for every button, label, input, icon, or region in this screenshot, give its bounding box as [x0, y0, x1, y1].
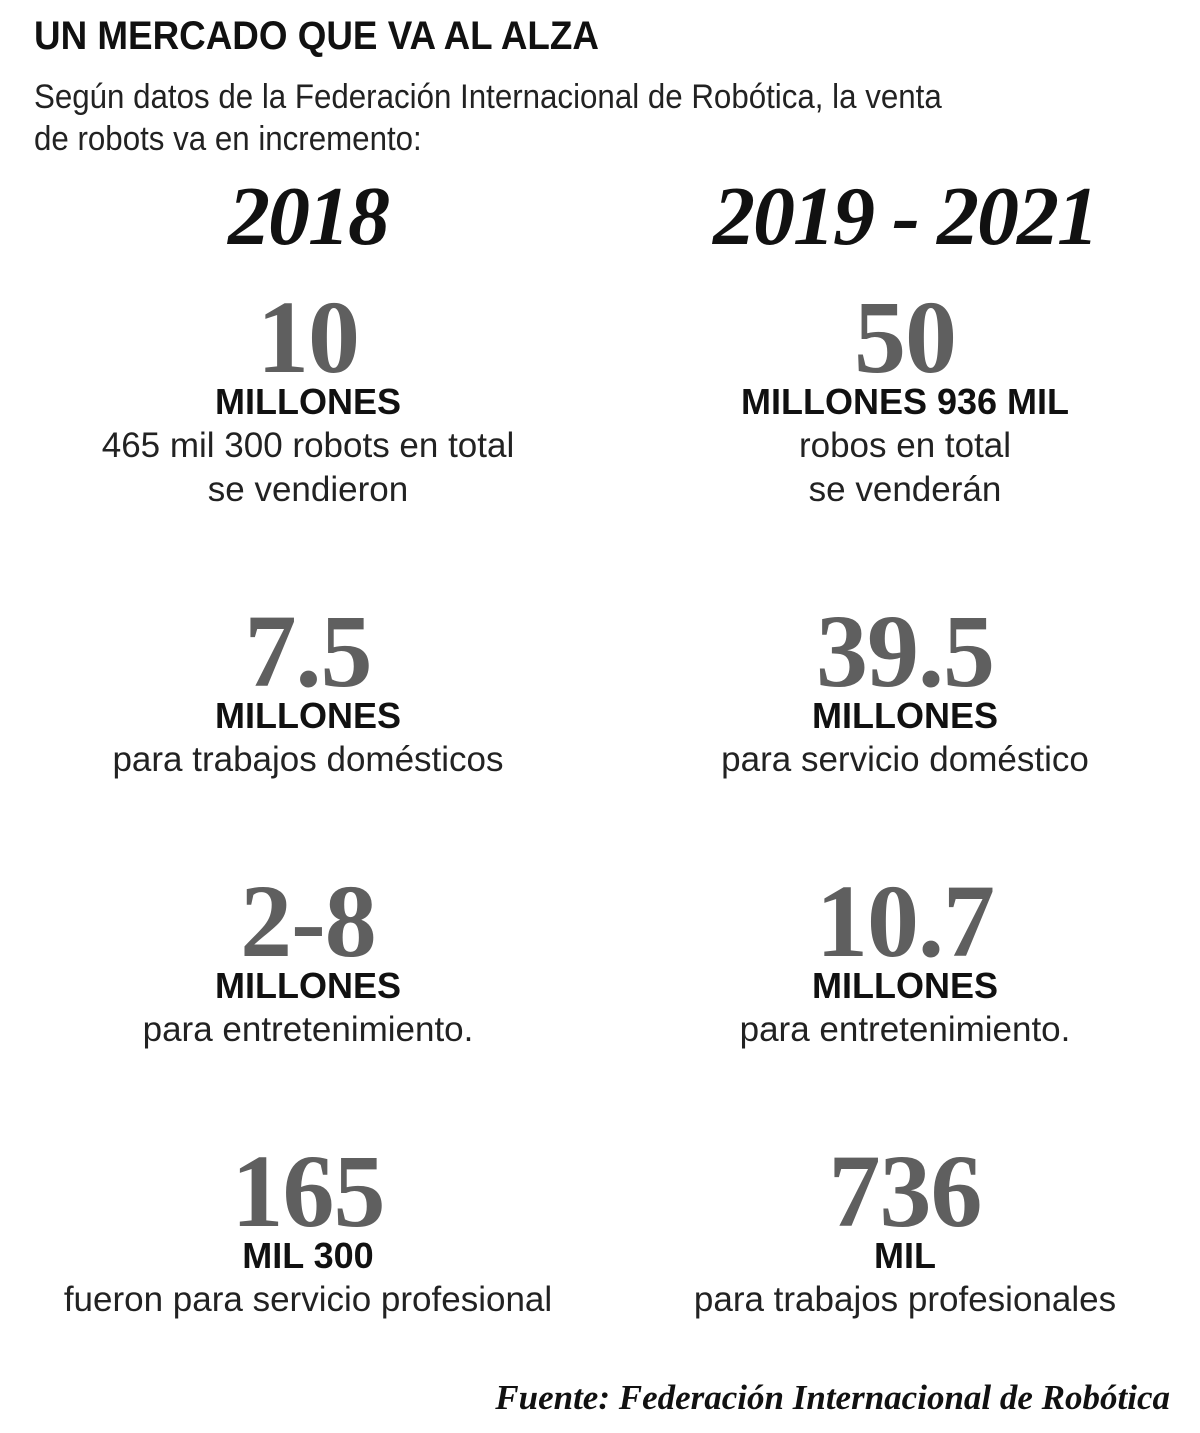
stat-domestic: 39.5 MILLONES para servicio doméstico	[605, 594, 1200, 782]
stat-professional: 165 MIL 300 fueron para servicio profesi…	[8, 1134, 608, 1322]
stat-description-line-2: se venderán	[808, 470, 1002, 509]
stat-value: 165	[231, 1134, 386, 1249]
stat-value: 2-8	[240, 864, 377, 979]
stat-value: 736	[828, 1134, 983, 1249]
infographic-title: UN MERCADO QUE VA AL ALZA	[34, 14, 599, 58]
stat-description-line-2: se vendieron	[207, 470, 409, 509]
stat-unit: MIL	[874, 1235, 936, 1276]
subtitle-line-2: de robots va en incremento:	[34, 120, 422, 158]
infographic-subtitle: Según datos de la Federación Internacion…	[34, 76, 1175, 160]
stat-total-sold: 10 MILLONES 465 mil 300 robots en total …	[8, 280, 608, 512]
year-heading: 2018	[228, 170, 390, 263]
stat-unit: MILLONES 936 MIL	[740, 381, 1070, 422]
stat-entertainment: 2-8 MILLONES para entretenimiento.	[8, 864, 608, 1052]
stat-domestic: 7.5 MILLONES para trabajos domésticos	[8, 594, 608, 782]
stat-value: 50	[854, 280, 957, 395]
stat-description: para entretenimiento.	[142, 1010, 474, 1049]
stat-description: para trabajos profesionales	[693, 1280, 1117, 1319]
stat-value: 7.5	[244, 594, 373, 709]
stat-description: para servicio doméstico	[721, 740, 1089, 779]
stat-unit: MILLONES	[215, 965, 401, 1006]
stat-unit: MIL 300	[242, 1235, 374, 1276]
stat-description: para trabajos domésticos	[112, 740, 504, 779]
year-heading: 2019 - 2021	[713, 170, 1099, 263]
stat-total-sold: 50 MILLONES 936 MIL robos en total se ve…	[605, 280, 1200, 512]
stat-description: robos en total se venderán	[605, 424, 1200, 512]
stat-professional: 736 MIL para trabajos profesionales	[605, 1134, 1200, 1322]
stat-value: 39.5	[816, 594, 995, 709]
stat-value: 10.7	[816, 864, 995, 979]
stat-description: fueron para servicio profesional	[63, 1280, 553, 1319]
stat-description-line-1: 465 mil 300 robots en total	[101, 426, 515, 465]
stat-unit: MILLONES	[812, 965, 998, 1006]
stat-unit: MILLONES	[812, 695, 998, 736]
stat-unit: MILLONES	[215, 695, 401, 736]
stat-description-line-1: robos en total	[798, 426, 1012, 465]
subtitle-line-1: Según datos de la Federación Internacion…	[34, 78, 942, 116]
stat-unit: MILLONES	[215, 381, 401, 422]
stat-value: 10	[257, 280, 360, 395]
stat-description: 465 mil 300 robots en total se vendieron	[8, 424, 608, 512]
stat-description: para entretenimiento.	[739, 1010, 1071, 1049]
stat-entertainment: 10.7 MILLONES para entretenimiento.	[605, 864, 1200, 1052]
source-credit: Fuente: Federación Internacional de Robó…	[495, 1378, 1170, 1417]
